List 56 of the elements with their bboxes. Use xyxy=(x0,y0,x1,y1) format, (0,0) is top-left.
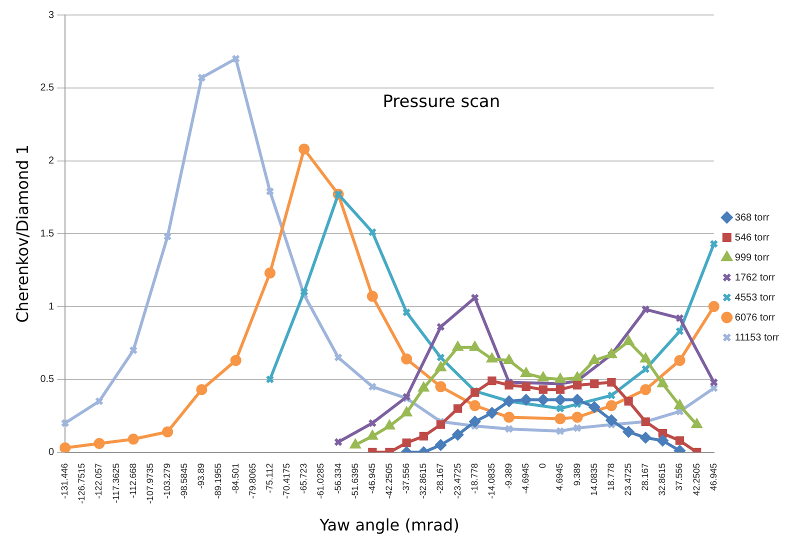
x-tick-label: -75.112 xyxy=(264,463,274,494)
x-tick-label: -42.2505 xyxy=(384,463,394,499)
x-tick-label: 18.778 xyxy=(606,463,616,491)
x-tick-label: -14.0835 xyxy=(486,463,496,499)
legend-label: 546 torr xyxy=(734,232,770,244)
x-tick-label: -112.668 xyxy=(128,463,138,498)
x-tick-label: -23.4725 xyxy=(452,463,462,499)
x-tick-label: 46.945 xyxy=(708,463,718,491)
x-tick-label: -70.4175 xyxy=(282,463,292,499)
x-tick-label: -18.778 xyxy=(469,463,480,494)
x-tick-label: -28.167 xyxy=(435,463,446,494)
x-tick-label: 42.2505 xyxy=(691,463,702,496)
x-tick-label: -107.9735 xyxy=(144,463,155,504)
y-tick-label: 0 xyxy=(48,447,55,458)
text: Pressure scan xyxy=(382,92,500,112)
x-axis-title: Yaw angle (mrad) xyxy=(318,516,460,535)
x-tick-label: 28.167 xyxy=(640,463,650,491)
x-tick-label: -51.6395 xyxy=(350,463,360,499)
x-tick-label: -37.556 xyxy=(401,463,412,494)
y-tick-label: 2 xyxy=(48,156,55,167)
x-tick-label: -9.389 xyxy=(504,463,514,489)
legend-label: 999 torr xyxy=(734,252,770,264)
x-tick-label: 0 xyxy=(538,463,548,468)
y-tick-label: 0.5 xyxy=(40,374,55,386)
legend-label: 6076 torr xyxy=(734,312,776,324)
x-tick-label: -79.8065 xyxy=(247,463,258,499)
y-tick-label: 3 xyxy=(48,10,55,21)
x-tick-label: 14.0835 xyxy=(588,463,599,496)
x-tick-label: -122.057 xyxy=(94,463,104,499)
x-tick-label: -4.6945 xyxy=(520,463,531,494)
x-tick-label: -89.1955 xyxy=(213,463,224,499)
y-axis-title: Cherenkov/Diamond 1 xyxy=(12,144,32,323)
y-tick-label: 2.5 xyxy=(40,82,55,94)
y-tick-label: 1.5 xyxy=(40,228,55,240)
x-tick-label: -93.89 xyxy=(196,463,206,489)
x-tick-label: 37.556 xyxy=(674,463,684,491)
legend-label: 11153 torr xyxy=(734,332,780,344)
x-tick-label: -103.279 xyxy=(162,463,172,499)
x-tick-label: -61.0285 xyxy=(316,463,326,499)
x-tick-label: -117.3625 xyxy=(110,463,121,504)
x-tick-label: -84.501 xyxy=(230,463,240,494)
x-tick-label: 32.8615 xyxy=(657,463,668,496)
x-tick-label: 4.6945 xyxy=(554,463,565,491)
legend-label: 1762 torr xyxy=(734,272,776,284)
x-tick-label: -46.945 xyxy=(366,463,377,494)
x-tick-label: -56.334 xyxy=(332,463,343,494)
x-tick-label: -32.8615 xyxy=(418,463,428,499)
legend-label: 4553 torr xyxy=(734,292,776,304)
x-tick-label: -65.723 xyxy=(298,463,309,494)
x-tick-label: 9.389 xyxy=(572,463,582,486)
y-tick-label: 1 xyxy=(48,301,55,312)
x-tick-label: -126.7515 xyxy=(76,463,87,504)
x-tick-label: -98.5845 xyxy=(179,463,190,499)
x-tick-label: 23.4725 xyxy=(623,463,634,496)
legend-label: 368 torr xyxy=(734,212,770,224)
x-tick-label: -131.446 xyxy=(60,463,70,499)
